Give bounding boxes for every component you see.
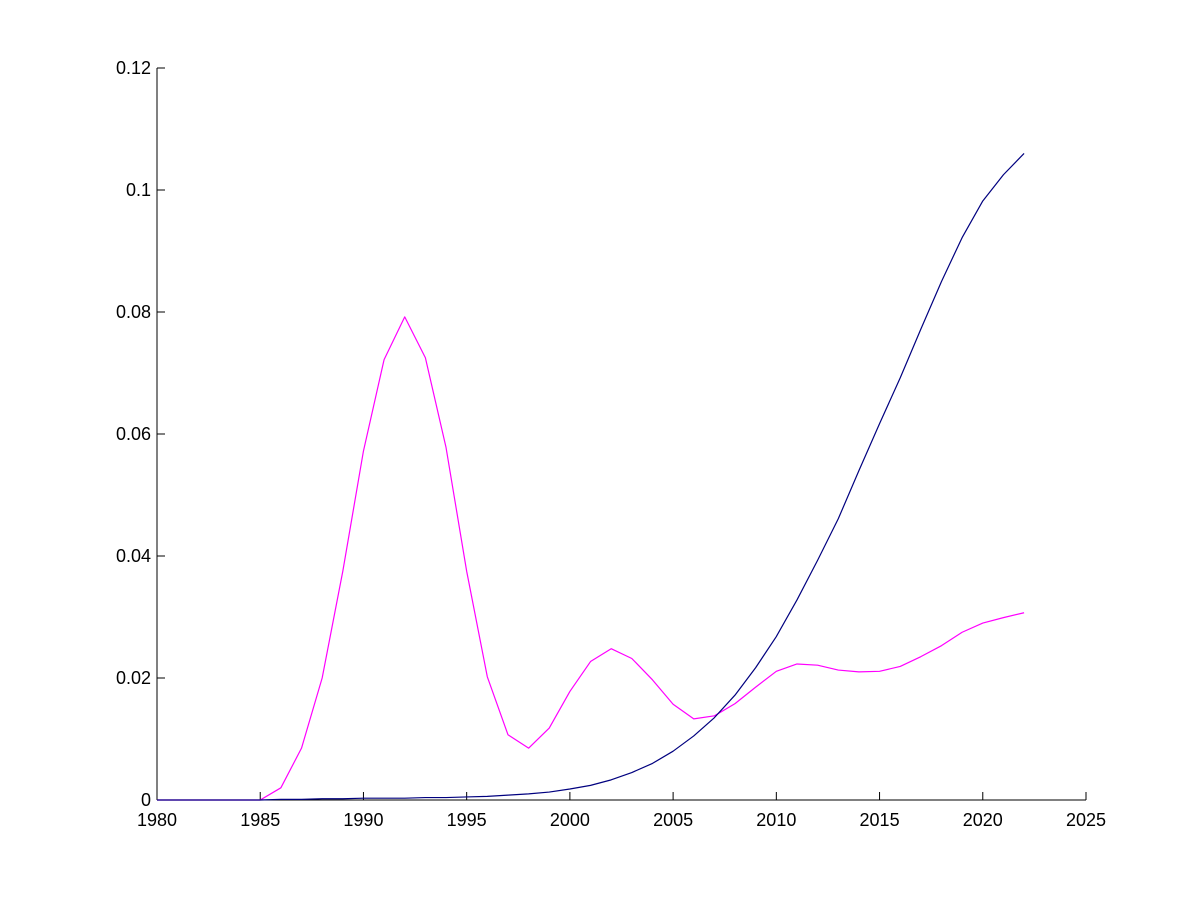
y-tick-label: 0.12	[116, 58, 151, 78]
x-tick-label: 2025	[1066, 810, 1106, 830]
x-tick-label: 1995	[447, 810, 487, 830]
tick-labels: 1980 1985 1990 1995 2000 2005 2010 2015 2020 2025…	[116, 58, 1106, 830]
series-line-1	[157, 316, 1025, 801]
y-tick-label: 0.04	[116, 546, 151, 566]
x-tick-label: 1990	[343, 810, 383, 830]
y-tick-label: 0.1	[126, 180, 151, 200]
series-layer	[157, 152, 1025, 801]
axes	[156, 67, 1087, 801]
y-tick-label: 0.08	[116, 302, 151, 322]
x-tick-label: 1985	[240, 810, 280, 830]
y-tick-label: 0.02	[116, 668, 151, 688]
y-tick-label: 0	[141, 790, 151, 810]
x-tick-label: 1980	[137, 810, 177, 830]
series-line-2	[157, 152, 1025, 801]
x-tick-label: 2010	[756, 810, 796, 830]
x-tick-label: 2000	[550, 810, 590, 830]
y-tick-label: 0.06	[116, 424, 151, 444]
x-tick-label: 2005	[653, 810, 693, 830]
x-tick-label: 2020	[963, 810, 1003, 830]
x-tick-label: 2015	[860, 810, 900, 830]
